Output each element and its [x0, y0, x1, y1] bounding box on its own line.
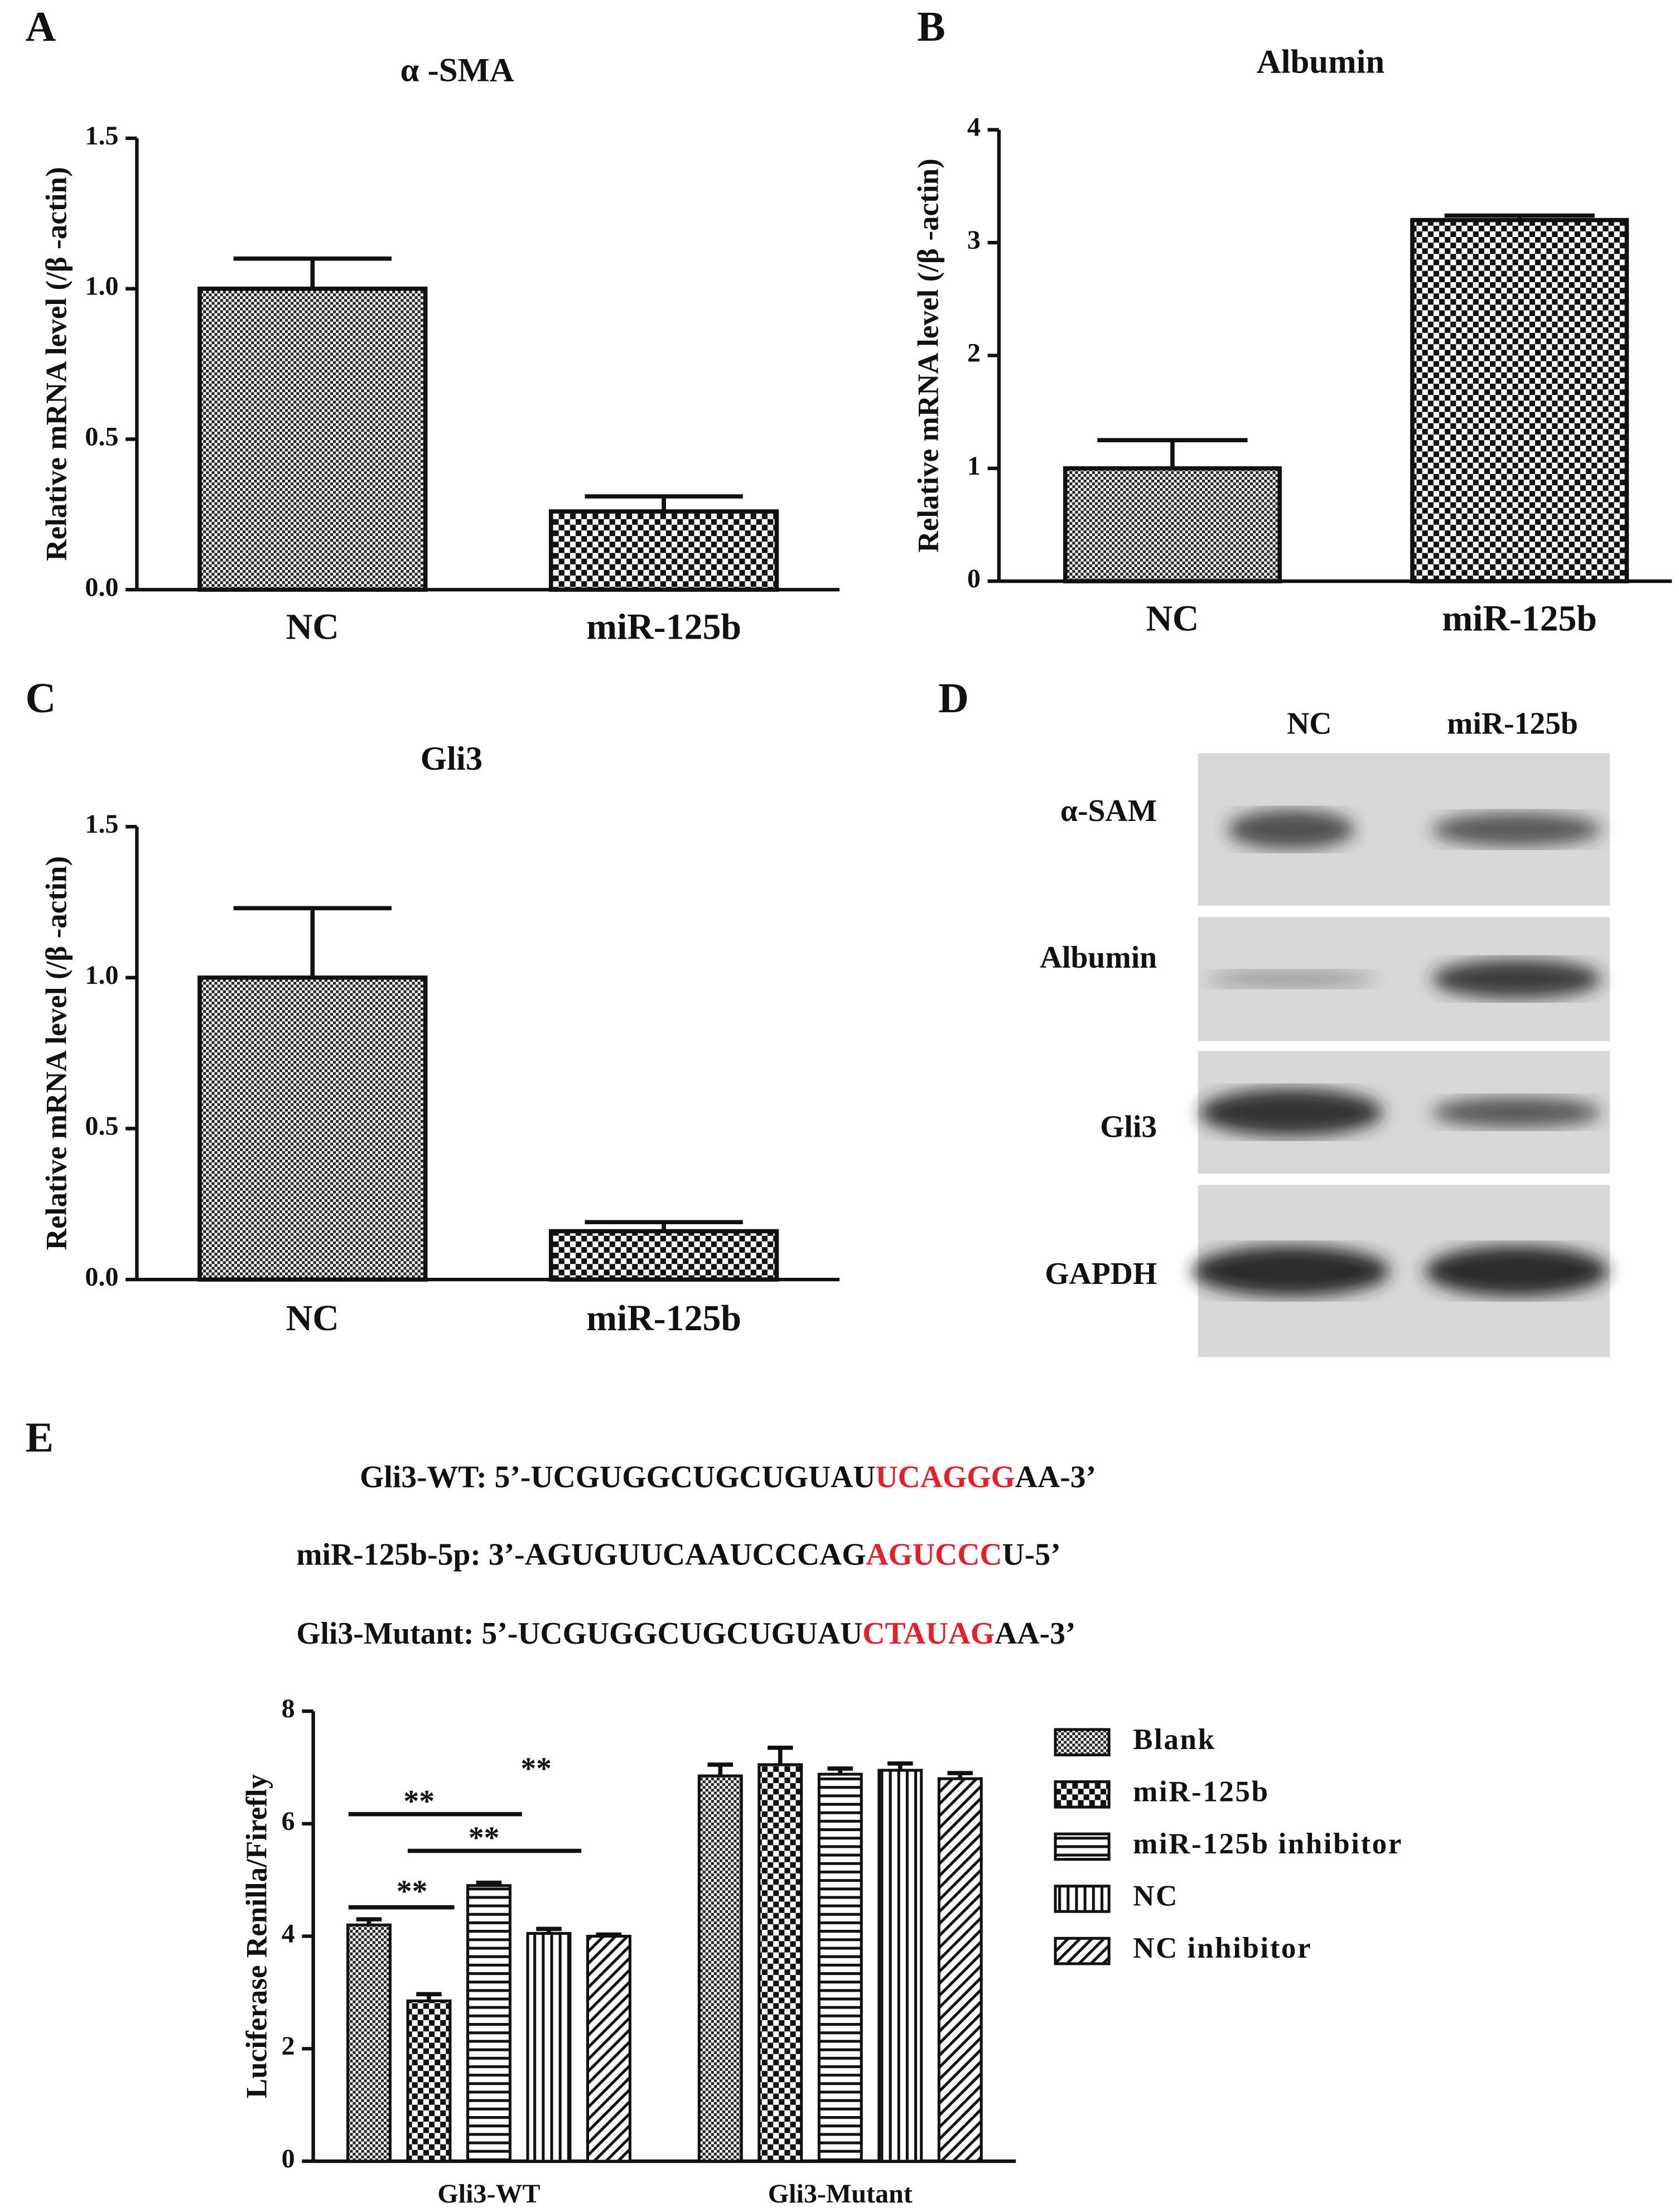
bar: [406, 1999, 452, 2163]
y-tick-label: 2: [282, 2031, 295, 2061]
bar: [197, 975, 428, 1282]
blot-band: [1432, 959, 1601, 999]
blot-row-label: GAPDH: [1045, 1257, 1157, 1291]
blot-band: [1425, 1245, 1609, 1297]
bar: [548, 509, 779, 592]
bar: [586, 1934, 631, 2163]
y-tick-label: 0.0: [85, 572, 118, 602]
y-axis-label: Relative mRNA level (/β -actin): [40, 167, 73, 561]
error-bar: [233, 906, 392, 978]
y-tick-label: 3: [967, 225, 981, 255]
x-tick-label: Gli3-Mutant: [768, 2179, 913, 2209]
lane-label: miR-125b: [1447, 706, 1578, 741]
blot-band: [1227, 809, 1355, 849]
legend-label: NC inhibitor: [1133, 1932, 1312, 1964]
legend-label: Blank: [1133, 1723, 1215, 1756]
sequence: Gli3-WT: 5’-UCGUGGCUGCUGUAUUCAGGGAA-3’: [360, 1460, 1096, 1494]
x-tick-label: NC: [286, 607, 339, 648]
y-tick-label: 4: [967, 113, 981, 142]
y-tick-label: 0.0: [85, 1262, 118, 1292]
y-tick-label: 1.0: [85, 960, 118, 990]
bar: [346, 1923, 392, 2163]
legend-swatch: [1054, 1780, 1111, 1809]
x-tick-label: miR-125b: [586, 607, 741, 648]
legend-swatch: [1054, 1728, 1111, 1757]
bar: [526, 1931, 572, 2163]
y-tick-label: 2: [967, 338, 981, 368]
sequence-prefix: Gli3-WT: 5’-UCGUGGCUGCUGUAU: [360, 1460, 875, 1494]
bar: [758, 1763, 803, 2163]
bar: [697, 1774, 743, 2163]
legend-label: NC: [1133, 1880, 1179, 1912]
bar: [197, 286, 428, 592]
legend-label: miR-125b inhibitor: [1133, 1828, 1403, 1860]
sequence-suffix: U-5’: [1002, 1537, 1061, 1572]
x-tick-label: NC: [1146, 598, 1199, 639]
error-bar: [233, 256, 392, 289]
sequence-prefix: miR-125b-5p: 3’-AGUGUUCAAUCCCAG: [296, 1537, 866, 1572]
chart-title: α -SMA: [400, 51, 514, 89]
panel-letter: D: [938, 675, 969, 722]
chart-title: Gli3: [421, 740, 483, 777]
legend-swatch: [1054, 1832, 1111, 1861]
blot-band: [1432, 1097, 1601, 1128]
panel-letter: C: [26, 675, 56, 722]
blot-band: [1199, 1088, 1383, 1137]
bar: [817, 1773, 863, 2163]
panel-letter: A: [26, 3, 56, 50]
y-axis-label: Luciferase Renilla/Firefly: [241, 1774, 273, 2098]
sequence-highlight: CTAUAG: [862, 1616, 995, 1651]
sequence: Gli3-Mutant: 5’-UCGUGGCUGCUGUAUCTAUAGAA-…: [296, 1616, 1075, 1651]
y-tick-label: 0: [967, 564, 981, 593]
sequence-suffix: AA-3’: [1015, 1460, 1096, 1494]
blot-band: [1432, 812, 1601, 847]
y-tick-label: 0.5: [85, 1112, 118, 1141]
sequence-highlight: UCAGGG: [875, 1460, 1015, 1494]
blot-band: [1206, 970, 1376, 988]
chart-title: Albumin: [1257, 43, 1384, 80]
sequence: miR-125b-5p: 3’-AGUGUUCAAUCCCAGAGUCCCU-5…: [296, 1537, 1060, 1572]
y-tick-label: 1.5: [85, 121, 118, 151]
y-axis-label: Relative mRNA level (/β -actin): [913, 158, 945, 552]
x-tick-label: miR-125b: [1442, 598, 1597, 639]
y-tick-label: 1.0: [85, 272, 118, 301]
panel-letter: E: [26, 1414, 54, 1461]
error-bar: [585, 494, 743, 511]
y-tick-label: 4: [282, 1919, 295, 1949]
error-bar: [768, 1745, 793, 1765]
error-bar: [707, 1762, 734, 1776]
panel-letter: B: [917, 3, 945, 50]
sequence-suffix: AA-3’: [995, 1616, 1075, 1651]
bar: [548, 1229, 779, 1282]
blot-row-label: Albumin: [1040, 940, 1157, 975]
blot-band: [1192, 1245, 1390, 1297]
x-tick-label: miR-125b: [586, 1298, 741, 1339]
bar: [466, 1884, 512, 2163]
bar: [937, 1777, 983, 2163]
legend-swatch: [1054, 1936, 1111, 1965]
significance: **: [520, 1752, 552, 1786]
legend-label: miR-125b: [1133, 1776, 1269, 1808]
bar: [1063, 466, 1282, 583]
significance: **: [397, 1875, 428, 1909]
y-tick-label: 8: [282, 1694, 295, 1723]
x-tick-label: Gli3-WT: [437, 2179, 540, 2209]
bar: [1410, 218, 1629, 583]
blot-row-label: α-SAM: [1060, 794, 1157, 828]
y-tick-label: 6: [282, 1807, 295, 1836]
blot-row-label: Gli3: [1100, 1110, 1157, 1144]
y-tick-label: 1: [967, 451, 981, 481]
sequence-highlight: AGUCCC: [866, 1537, 1002, 1572]
y-tick-label: 1.5: [85, 809, 118, 839]
error-bar: [1097, 438, 1248, 469]
legend-swatch: [1054, 1885, 1111, 1913]
y-axis-label: Relative mRNA level (/β -actin): [40, 856, 73, 1250]
y-tick-label: 0.5: [85, 422, 118, 451]
sequence-prefix: Gli3-Mutant: 5’-UCGUGGCUGCUGUAU: [296, 1616, 862, 1651]
lane-label: NC: [1287, 706, 1331, 741]
y-tick-label: 0: [282, 2144, 295, 2174]
x-tick-label: NC: [286, 1298, 339, 1339]
bar: [877, 1769, 923, 2163]
